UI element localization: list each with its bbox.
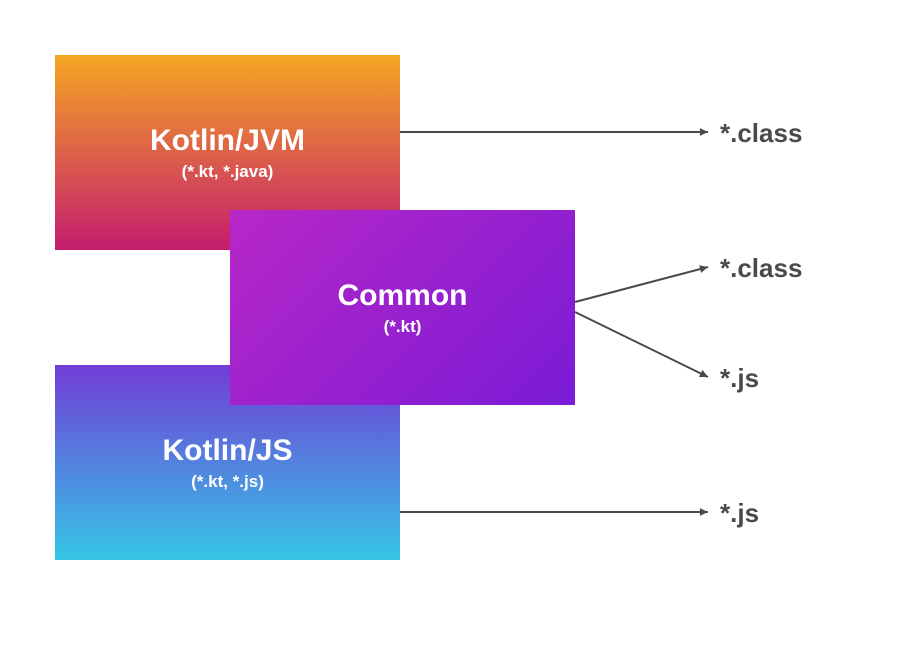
kotlin-js-title: Kotlin/JS [162,434,292,468]
output-common-js: *.js [720,363,759,394]
kotlin-jvm-subtitle: (*.kt, *.java) [182,162,274,182]
arrowhead-jvm-to-class [700,128,708,136]
output-jvm-class: *.class [720,118,802,149]
kotlin-js-subtitle: (*.kt, *.js) [191,472,264,492]
arrowhead-common-to-js [699,370,708,377]
arrow-common-to-js [575,312,708,377]
output-common-class: *.class [720,253,802,284]
common-title: Common [338,279,468,313]
output-js-js: *.js [720,498,759,529]
common-subtitle: (*.kt) [384,317,422,337]
arrowhead-common-to-class [699,265,708,273]
kotlin-jvm-title: Kotlin/JVM [150,124,305,158]
arrowhead-js-to-js [700,508,708,516]
common-box: Common (*.kt) [230,210,575,405]
arrow-common-to-class [575,267,708,302]
